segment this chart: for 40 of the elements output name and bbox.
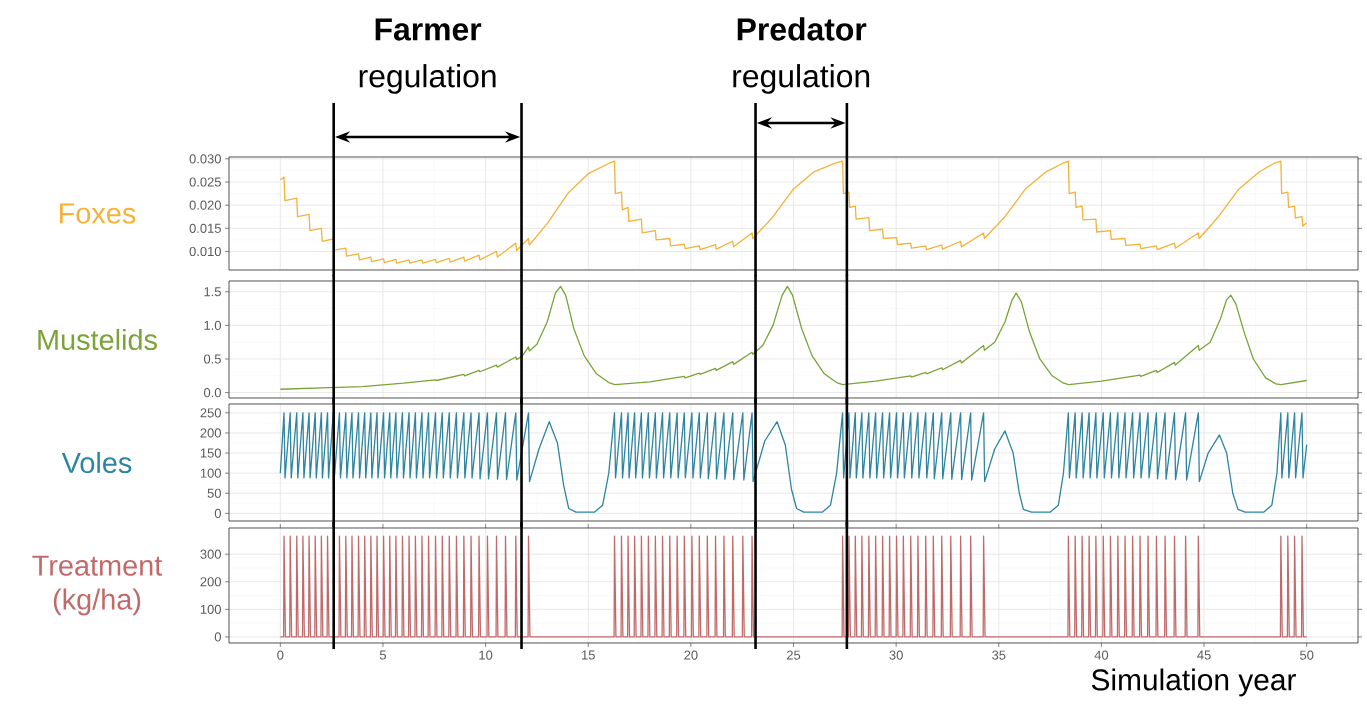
x-tick-label: 0: [277, 650, 284, 660]
x-axis-title: Simulation year: [1091, 668, 1296, 697]
y-tick-label: 0: [214, 632, 221, 642]
y-tick-label: 0.030: [189, 154, 221, 164]
text: Predator regulation: [733, 17, 870, 94]
y-tick-label: 200: [200, 577, 221, 587]
y-axis-title: Voles: [61, 451, 132, 474]
y-tick-label: 0.5: [203, 354, 221, 364]
y-axis-title: Foxes: [60, 203, 136, 224]
y-tick-label: 0.025: [189, 177, 221, 187]
x-tick-label: 35: [992, 650, 1006, 660]
y-tick-label: 0.010: [189, 246, 221, 257]
x-tick-label: 30: [889, 650, 903, 660]
y-tick-label: 1.5: [204, 287, 221, 297]
y-tick-label: 0: [214, 508, 221, 518]
x-tick-label: 20: [684, 650, 698, 660]
y-tick-label: 300: [200, 549, 221, 559]
x-tick-label: 45: [1197, 650, 1211, 660]
x-tick-label: 50: [1300, 650, 1314, 660]
line-series: [279, 285, 1308, 390]
y-tick-label: 150: [200, 448, 221, 458]
y-tick-label: 100: [200, 468, 221, 478]
y-tick-label: 50: [207, 488, 221, 498]
text: Farmer regulation: [359, 18, 496, 94]
x-tick-label: 15: [582, 650, 595, 660]
x-tick-label: 40: [1094, 650, 1109, 660]
y-tick-label: 200: [200, 428, 221, 438]
y-tick-label: 250: [200, 408, 221, 418]
y-tick-label: 1.0: [204, 320, 221, 330]
y-tick-label: 0.020: [189, 200, 221, 210]
y-tick-label: 0.0: [203, 388, 221, 398]
line-series: [279, 160, 1308, 264]
y-tick-label: 100: [200, 604, 221, 614]
x-tick-label: 10: [479, 650, 493, 660]
line-series: [279, 412, 1308, 513]
y-tick-label: 0.015: [189, 223, 221, 233]
y-axis-title: Treatment (kg/ha): [32, 555, 163, 616]
x-tick-label: 25: [786, 650, 801, 660]
x-tick-label: 5: [379, 650, 387, 660]
y-axis-title: Mustelids: [38, 328, 157, 351]
